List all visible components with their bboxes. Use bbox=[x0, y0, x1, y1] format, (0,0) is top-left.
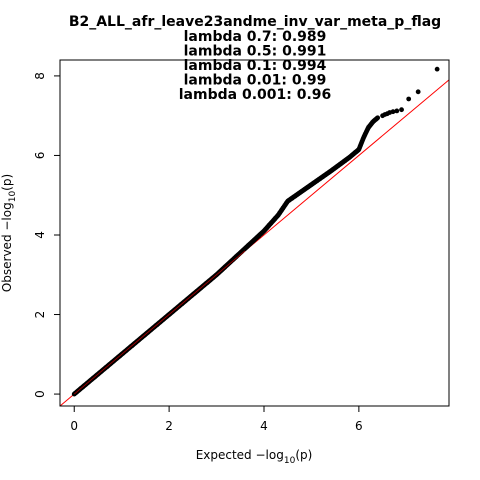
y-axis-label: Observed −log10(p) bbox=[0, 174, 18, 292]
y-axis-label-prefix: Observed bbox=[0, 231, 14, 293]
y-axis-label-log: −log bbox=[0, 202, 14, 230]
lambda-line-3: lambda 0.01: 0.99 bbox=[184, 73, 327, 89]
x-tick-label-2: 4 bbox=[260, 419, 268, 433]
lambda-line-2: lambda 0.1: 0.994 bbox=[184, 58, 327, 74]
x-axis: 0 2 4 6 bbox=[70, 406, 363, 433]
x-axis-label-sub: 10 bbox=[284, 456, 296, 466]
y-tick-label-1: 2 bbox=[33, 311, 47, 319]
qq-tail-point-8 bbox=[415, 89, 421, 95]
x-tick-label-0: 0 bbox=[70, 419, 78, 433]
reference-line-overlay bbox=[73, 250, 246, 395]
data-points bbox=[71, 66, 440, 397]
lambda-line-0: lambda 0.7: 0.989 bbox=[184, 29, 327, 45]
x-axis-label-arg: (p) bbox=[295, 448, 312, 462]
qq-tail-point-5 bbox=[394, 108, 400, 114]
x-tick-label-1: 2 bbox=[165, 419, 173, 433]
plot-frame bbox=[59, 59, 450, 407]
qq-tail-point-6 bbox=[399, 107, 404, 113]
chart-title: B2_ALL_afr_leave23andme_inv_var_meta_p_f… bbox=[69, 14, 441, 30]
x-axis-label-log: −log bbox=[256, 448, 284, 462]
y-axis-label-arg: (p) bbox=[0, 174, 14, 191]
x-tick-label-3: 6 bbox=[355, 419, 363, 433]
y-tick-label-0: 0 bbox=[33, 390, 47, 398]
plot-area bbox=[60, 66, 449, 406]
y-axis: 0 2 4 6 8 bbox=[33, 72, 60, 398]
qq-tail-point-7 bbox=[406, 96, 412, 102]
x-axis-label-prefix: Expected bbox=[196, 448, 256, 462]
qq-tail-point-9 bbox=[434, 66, 440, 72]
qq-tail-point-4 bbox=[390, 109, 396, 115]
lambda-line-4: lambda 0.001: 0.96 bbox=[179, 87, 332, 103]
lambda-line-1: lambda 0.5: 0.991 bbox=[184, 44, 327, 60]
y-axis-label-sub: 10 bbox=[8, 191, 18, 203]
x-axis-label: Expected −log10(p) bbox=[196, 448, 313, 466]
y-tick-label-4: 8 bbox=[33, 72, 47, 80]
y-tick-label-2: 4 bbox=[33, 231, 47, 239]
qq-point-533 bbox=[375, 115, 381, 121]
y-tick-label-3: 6 bbox=[33, 152, 47, 160]
reference-line-overlay-group bbox=[73, 250, 246, 395]
